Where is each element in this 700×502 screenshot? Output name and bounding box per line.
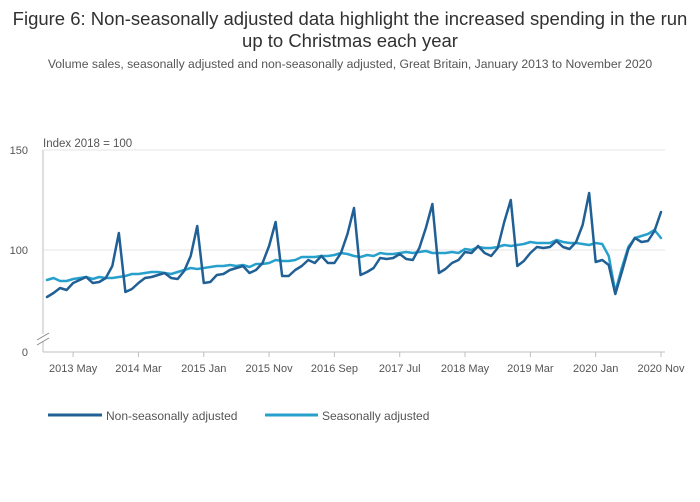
legend: Non-seasonally adjusted Seasonally adjus…: [48, 409, 429, 423]
legend-label-nsa[interactable]: Non-seasonally adjusted: [106, 409, 237, 423]
chart-subtitle: Volume sales, seasonally adjusted and no…: [47, 57, 653, 71]
x-tick-label: 2015 Nov: [246, 363, 294, 375]
x-tick-label: 2018 May: [441, 363, 490, 375]
y-tick-label: 150: [10, 145, 28, 157]
x-tick-label: 2014 Mar: [115, 363, 162, 375]
series-line-nsa[interactable]: [45, 191, 663, 299]
legend-label-sa[interactable]: Seasonally adjusted: [322, 409, 429, 423]
axis-break-mark: [36, 332, 50, 341]
x-tick-label: 2015 Jan: [181, 363, 226, 375]
y-tick-label: 100: [10, 245, 28, 257]
unit-label: Index 2018 = 100: [43, 138, 132, 150]
x-tick-label: 2019 Mar: [507, 363, 554, 375]
series-line-sa[interactable]: [45, 228, 663, 294]
axis-break-mark: [36, 337, 50, 346]
x-tick-label: 2020 Jan: [573, 363, 618, 375]
x-tick-label: 2013 May: [49, 363, 98, 375]
x-tick-label: 2016 Sep: [311, 363, 358, 375]
y-tick-label: 0: [22, 347, 28, 359]
x-tick-label: 2020 Nov: [637, 363, 685, 375]
chart-title: Figure 6: Non-seasonally adjusted data h…: [12, 8, 688, 51]
x-tick-label: 2017 Jul: [379, 363, 421, 375]
